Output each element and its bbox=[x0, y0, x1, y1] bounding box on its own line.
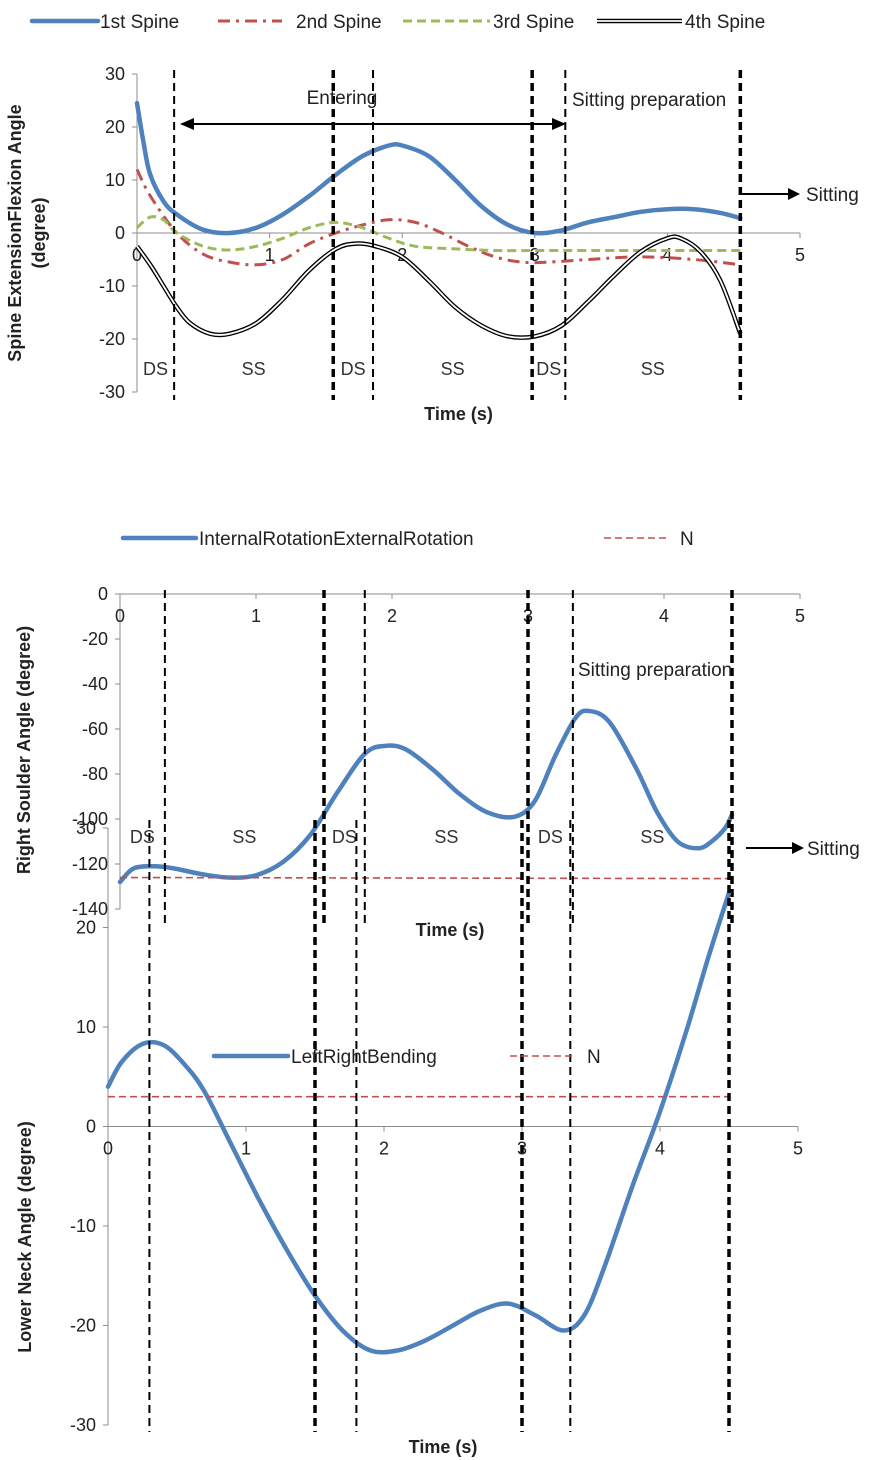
chart-panel-3: -30-20-100102030012345LeftRightBendingNT… bbox=[15, 818, 803, 1457]
annotation-sitting-preparation: Sitting preparation bbox=[578, 660, 732, 681]
y-tick-label: -20 bbox=[70, 1316, 96, 1336]
y-tick-label: 10 bbox=[105, 170, 125, 190]
y-tick-label: -10 bbox=[70, 1216, 96, 1236]
x-tick-label: 1 bbox=[251, 606, 261, 626]
y-axis-title: (degree) bbox=[29, 197, 49, 268]
x-tick-label: 4 bbox=[659, 606, 669, 626]
legend-label: N bbox=[680, 529, 694, 550]
x-tick-label: 0 bbox=[103, 1139, 113, 1159]
phase-label: DS bbox=[341, 359, 366, 379]
y-tick-label: 10 bbox=[76, 1017, 96, 1037]
x-tick-label: 3 bbox=[530, 245, 540, 265]
phase-label: SS bbox=[232, 827, 256, 847]
x-tick-label: 0 bbox=[132, 245, 142, 265]
y-tick-label: -30 bbox=[70, 1415, 96, 1435]
y-tick-label: 0 bbox=[115, 223, 125, 243]
phase-label: DS bbox=[536, 359, 561, 379]
y-tick-label: -40 bbox=[82, 674, 108, 694]
x-tick-label: 5 bbox=[795, 245, 805, 265]
legend-label: 4th Spine bbox=[685, 12, 765, 33]
phase-label: SS bbox=[242, 359, 266, 379]
legend-label: 3rd Spine bbox=[493, 12, 574, 33]
y-tick-label: 30 bbox=[105, 64, 125, 84]
chart-panel-2: -140-120-100-80-60-40-200012345DSSSDSSSD… bbox=[14, 529, 860, 940]
y-tick-label: -30 bbox=[99, 382, 125, 402]
x-tick-label: 4 bbox=[655, 1139, 665, 1159]
annotation-sitting: Sitting bbox=[806, 185, 859, 206]
annotation-sitting-preparation: Sitting preparation bbox=[572, 90, 726, 111]
series-line-2 bbox=[135, 168, 741, 267]
x-tick-label: 2 bbox=[379, 1139, 389, 1159]
legend-label: N bbox=[587, 1047, 601, 1068]
legend-label: InternalRotationExternalRotation bbox=[199, 529, 474, 550]
series-line-1 bbox=[117, 708, 735, 885]
series-line-1 bbox=[105, 890, 732, 1355]
x-tick-label: 5 bbox=[793, 1139, 803, 1159]
legend-label: LeftRightBending bbox=[291, 1047, 437, 1068]
phase-label: DS bbox=[130, 827, 155, 847]
y-tick-label: -20 bbox=[99, 329, 125, 349]
x-tick-label: 4 bbox=[662, 245, 672, 265]
y-tick-label: 20 bbox=[105, 117, 125, 137]
phase-label: DS bbox=[143, 359, 168, 379]
phase-label: DS bbox=[538, 827, 563, 847]
series-line-2 bbox=[119, 876, 733, 880]
y-tick-label: -100 bbox=[72, 809, 108, 829]
y-tick-label: -80 bbox=[82, 764, 108, 784]
y-tick-label: 20 bbox=[76, 918, 96, 938]
y-tick-label: -10 bbox=[99, 276, 125, 296]
x-axis-title: Time (s) bbox=[416, 920, 485, 940]
y-tick-label: -60 bbox=[82, 719, 108, 739]
series-line-inner-4 bbox=[136, 235, 742, 339]
legend-label: 2nd Spine bbox=[296, 12, 382, 33]
y-tick-label: -20 bbox=[82, 629, 108, 649]
y-tick-label: 30 bbox=[76, 818, 96, 838]
phase-label: SS bbox=[441, 359, 465, 379]
series-line-3 bbox=[136, 215, 741, 253]
x-tick-label: 2 bbox=[387, 606, 397, 626]
x-axis-title: Time (s) bbox=[424, 404, 493, 424]
annotation-entering: Entering bbox=[307, 88, 378, 109]
phase-label: SS bbox=[434, 827, 458, 847]
entering-arrow-left-head bbox=[180, 118, 194, 130]
y-tick-label: -120 bbox=[72, 854, 108, 874]
y-axis-title: Spine ExtensionFlexion Angle bbox=[5, 104, 25, 361]
y-axis-title: Lower Neck Angle (degree) bbox=[15, 1121, 35, 1352]
y-tick-label: -140 bbox=[72, 899, 108, 919]
legend-label: 1st Spine bbox=[100, 12, 179, 33]
entering-arrow-right-head bbox=[552, 118, 566, 130]
y-tick-label: 0 bbox=[98, 584, 108, 604]
series-line-1 bbox=[134, 100, 743, 236]
annotation-sitting: Sitting bbox=[807, 839, 860, 860]
y-axis-title: Right Soulder Angle (degree) bbox=[14, 626, 34, 874]
x-tick-label: 1 bbox=[241, 1139, 251, 1159]
x-tick-label: 0 bbox=[115, 606, 125, 626]
phase-label: SS bbox=[640, 827, 664, 847]
sitting-arrow-head bbox=[792, 842, 804, 854]
x-tick-label: 1 bbox=[265, 245, 275, 265]
x-tick-label: 5 bbox=[795, 606, 805, 626]
sitting-arrow-head bbox=[788, 188, 800, 200]
phase-label: SS bbox=[641, 359, 665, 379]
x-axis-title: Time (s) bbox=[409, 1437, 478, 1457]
phase-label: DS bbox=[332, 827, 357, 847]
y-tick-label: 0 bbox=[86, 1117, 96, 1137]
